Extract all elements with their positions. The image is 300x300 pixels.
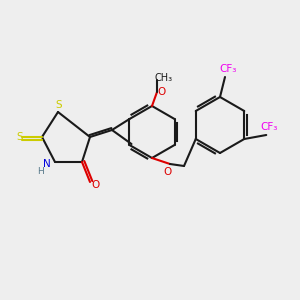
Text: O: O bbox=[164, 167, 172, 177]
Text: S: S bbox=[56, 100, 62, 110]
Text: S: S bbox=[17, 132, 23, 142]
Text: O: O bbox=[91, 180, 99, 190]
Text: H: H bbox=[38, 167, 44, 176]
Text: CF₃: CF₃ bbox=[261, 122, 278, 132]
Text: CF₃: CF₃ bbox=[219, 64, 237, 74]
Text: N: N bbox=[43, 159, 51, 169]
Text: O: O bbox=[158, 87, 166, 97]
Text: CH₃: CH₃ bbox=[155, 73, 173, 83]
